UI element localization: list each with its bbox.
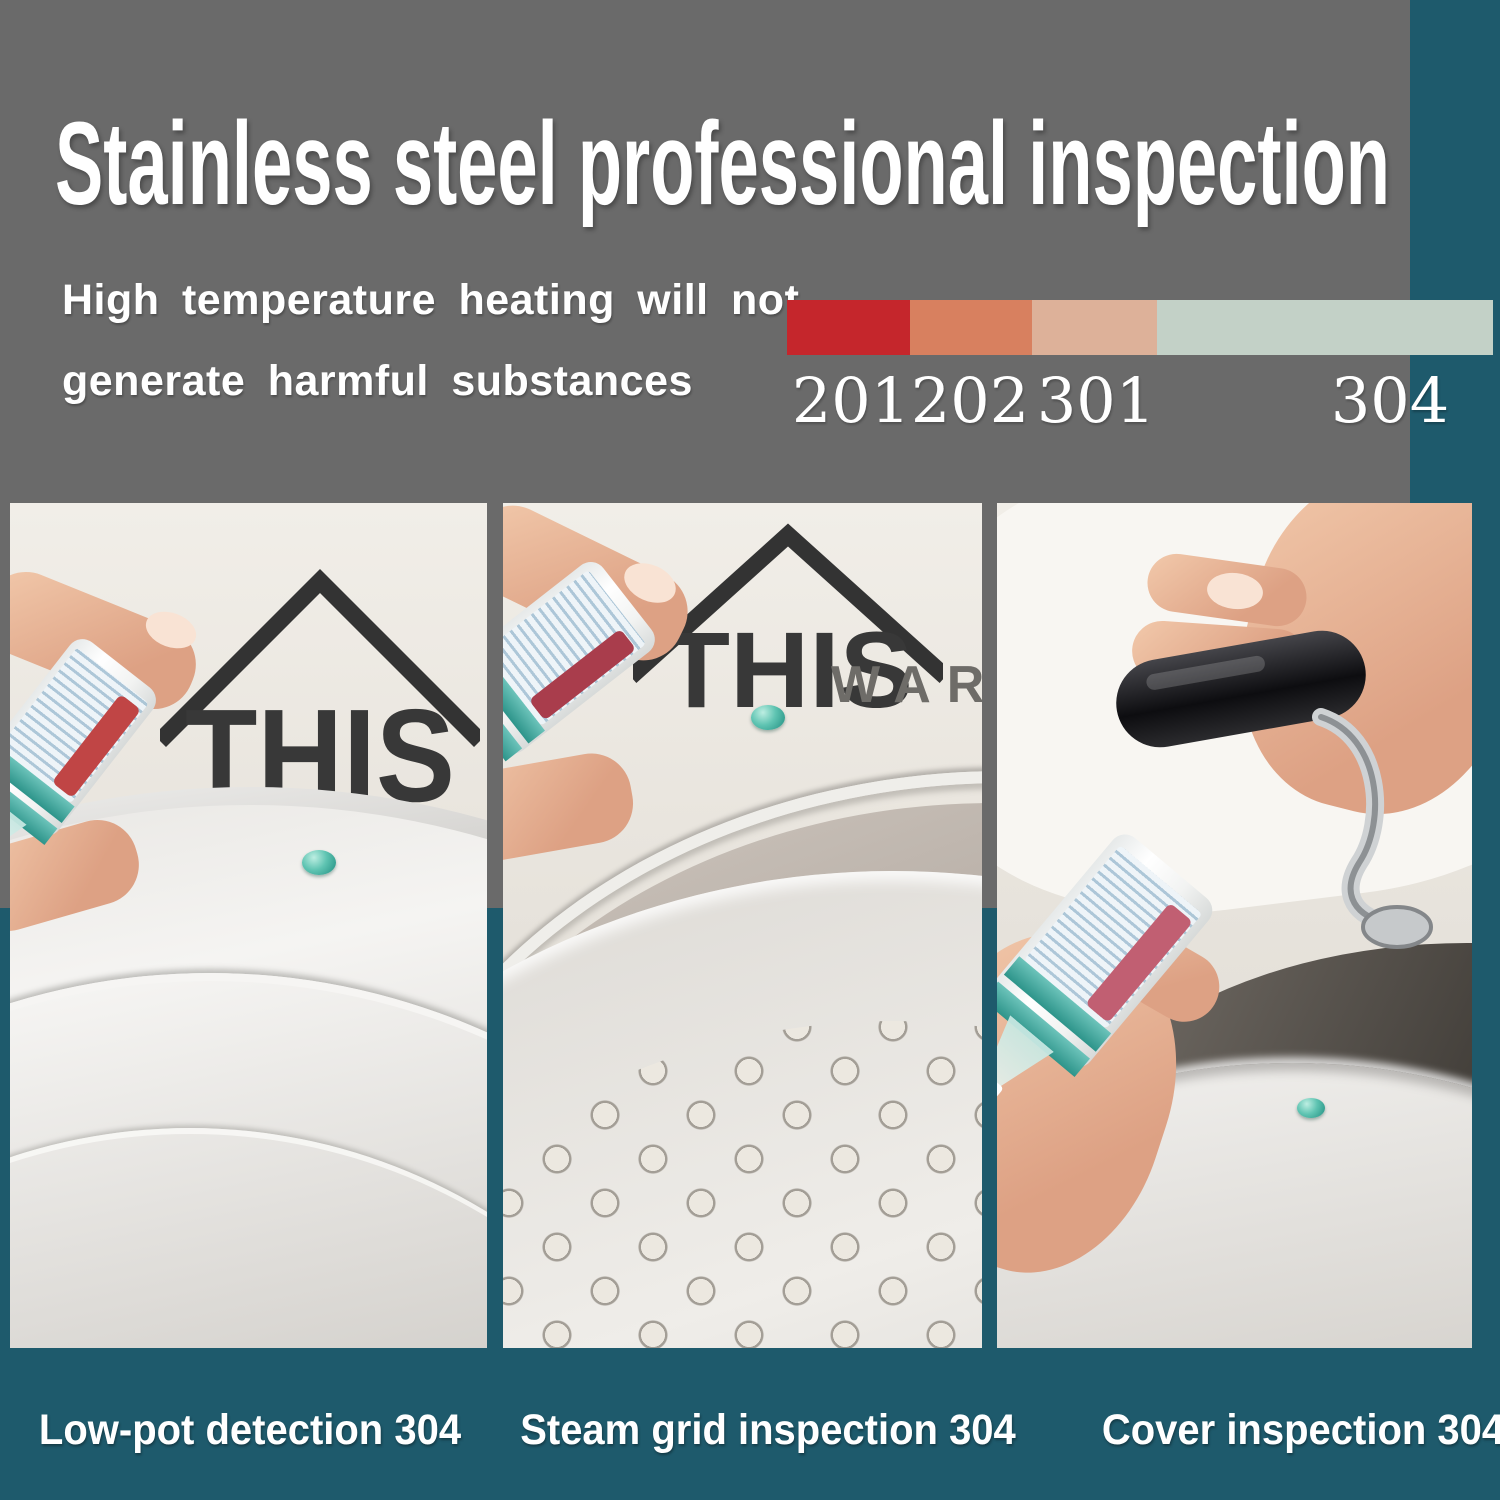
grade-label-202: 202 [910,364,1030,437]
hand-icon [503,747,640,869]
grade-swatch-301 [1032,300,1157,355]
roof-icon [160,568,480,748]
pot-ring [10,1128,487,1348]
photo-panel-cover [997,503,1472,1348]
subtitle-line-2: generate harmful substances [62,357,693,405]
test-drop-icon [1297,1098,1325,1118]
caption-steam-grid: Steam grid inspection 304 [520,1406,1016,1454]
photo-panel-steam-grid: THIS WARN [503,503,982,1348]
grade-swatch-202 [910,300,1032,355]
logo-text: THIS [663,609,913,721]
roof-icon [633,523,943,684]
caption-low-pot: Low-pot detection 304 [38,1406,462,1454]
test-drop-icon [751,705,785,730]
steam-grid-plate [503,871,982,1348]
grade-label-304: 304 [1330,364,1450,437]
grade-label-201: 201 [791,364,911,437]
pot-ring [10,973,487,1348]
test-drop-icon [302,850,336,875]
photo-panel-low-pot: THIS [10,503,487,1348]
grade-swatch-201 [787,300,910,355]
handle-hook-icon [1312,708,1433,949]
this-logo: THIS [633,523,943,721]
grade-swatch-304 [1157,300,1493,355]
caption-cover: Cover inspection 304 [1101,1406,1500,1454]
page-title: Stainless steel professional inspection [55,98,1390,227]
grade-label-301: 301 [1036,364,1156,437]
steamer-holes [503,1021,982,1348]
subtitle-line-1: High temperature heating will not [62,276,800,324]
background-text-warn: WARN [831,656,982,714]
page-title-text: Stainless steel professional inspection [55,98,1390,227]
